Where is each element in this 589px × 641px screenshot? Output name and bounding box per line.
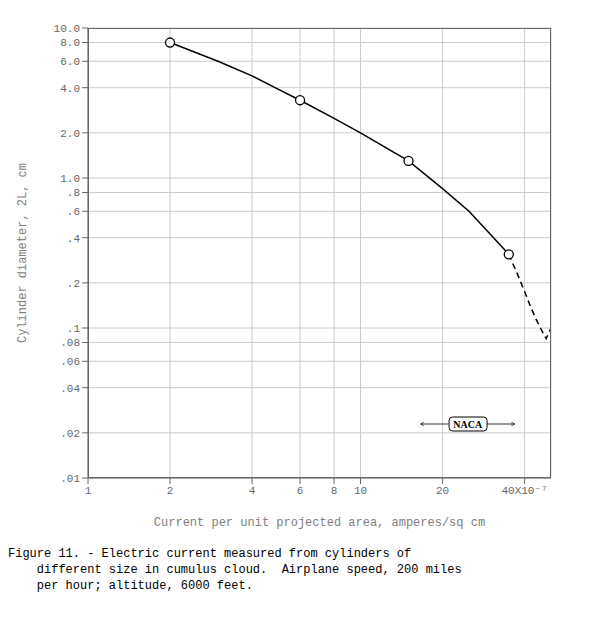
svg-text:.08: .08 [60, 337, 80, 349]
html-text:NACA: NACA [453, 418, 483, 430]
svg-text:.06: .06 [60, 356, 80, 368]
svg-text:2.0: 2.0 [60, 128, 80, 140]
svg-text:Cylinder diameter, 2L, cm: Cylinder diameter, 2L, cm [16, 163, 30, 343]
svg-text:.6: .6 [67, 206, 80, 218]
svg-text:4: 4 [249, 485, 256, 497]
svg-text:20: 20 [436, 485, 449, 497]
svg-text:8.0: 8.0 [60, 37, 80, 49]
svg-text:.8: .8 [67, 187, 80, 199]
svg-text:40X10⁻⁷: 40X10⁻⁷ [501, 485, 547, 497]
svg-text:10.0: 10.0 [54, 23, 80, 35]
svg-text:1: 1 [85, 485, 92, 497]
svg-text:.01: .01 [60, 473, 80, 485]
svg-text:.02: .02 [60, 428, 80, 440]
svg-text:Current per unit projected are: Current per unit projected area, amperes… [154, 516, 485, 530]
svg-text:8: 8 [331, 485, 338, 497]
svg-text:.2: .2 [67, 278, 80, 290]
svg-text:6.0: 6.0 [60, 56, 80, 68]
svg-text:.4: .4 [67, 233, 81, 245]
svg-text:6: 6 [297, 485, 304, 497]
svg-text:10: 10 [354, 485, 367, 497]
svg-text:.04: .04 [60, 383, 80, 395]
svg-text:2: 2 [167, 485, 174, 497]
html-text:Figure 11. - Electric current: Figure 11. - Electric current measured f… [8, 547, 462, 593]
svg-text:1.0: 1.0 [60, 173, 80, 185]
svg-text:.1: .1 [67, 323, 81, 335]
svg-text:4.0: 4.0 [60, 83, 80, 95]
